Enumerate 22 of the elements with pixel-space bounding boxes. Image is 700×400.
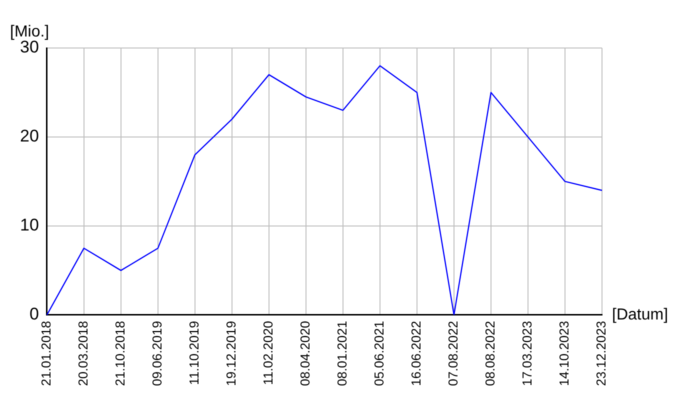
- x-tick-label: 08.08.2022: [482, 320, 498, 386]
- x-tick-label: 19.12.2019: [224, 320, 239, 386]
- x-tick-label: 20.03.2018: [75, 320, 90, 386]
- x-tick-label: 23.12.2023: [594, 320, 609, 386]
- y-tick-label: 20: [20, 126, 39, 146]
- y-tick-label: 30: [20, 38, 39, 57]
- x-tick-label: 11.10.2019: [186, 320, 202, 386]
- x-tick-label: 21.01.2018: [38, 320, 54, 386]
- x-tick-label: 17.03.2023: [520, 320, 535, 386]
- x-tick-label: 21.10.2018: [112, 320, 128, 386]
- y-axis-title: [Mio.]: [10, 23, 50, 40]
- x-tick-label: 05.06.2021: [372, 320, 387, 386]
- x-tick-label: 09.06.2019: [150, 320, 165, 386]
- y-tick-label: 0: [29, 304, 39, 324]
- x-axis-title: [Datum]: [612, 306, 668, 324]
- x-tick-label: 11.02.2020: [260, 320, 276, 386]
- x-tick-label: 16.06.2022: [408, 320, 424, 386]
- x-tick-label: 08.04.2020: [298, 320, 313, 386]
- x-tick-label: 07.08.2022: [446, 320, 461, 386]
- y-tick-label: 10: [20, 216, 39, 235]
- x-tick-label: 14.10.2023: [556, 320, 572, 386]
- x-tick-label: 08.01.2021: [334, 320, 350, 386]
